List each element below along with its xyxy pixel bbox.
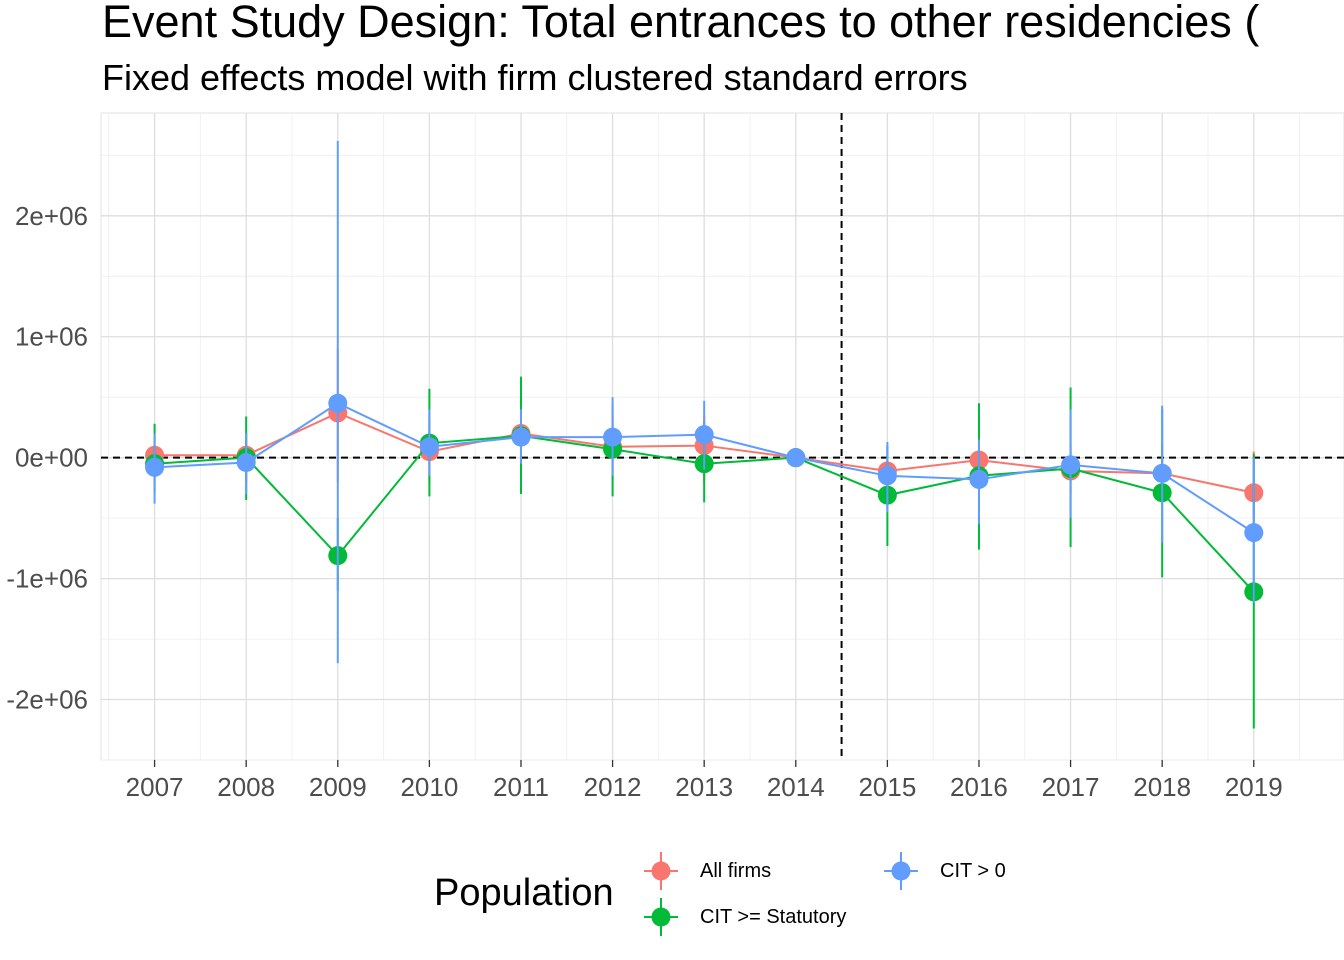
data-point	[877, 466, 897, 486]
x-tick-label: 2013	[675, 772, 733, 802]
x-tick-label: 2017	[1042, 772, 1100, 802]
y-tick-label: -2e+06	[6, 685, 88, 715]
x-tick-label: 2010	[400, 772, 458, 802]
chart-title: Event Study Design: Total entrances to o…	[102, 0, 1260, 47]
legend-label-cit-statutory: CIT >= Statutory	[700, 906, 847, 928]
grid-lines	[100, 112, 1344, 761]
data-point	[328, 393, 348, 413]
event-study-plot: 2007 2008 2009 2010 2011 2012 2013 2014 2015 2016…	[6, 112, 1344, 802]
data-point	[603, 427, 623, 447]
data-point	[1152, 463, 1172, 483]
x-tick-label: 2012	[584, 772, 642, 802]
y-tick-label: -1e+06	[6, 564, 88, 594]
x-axis: 2007 2008 2009 2010 2011 2012 2013 2014 2015 2016…	[126, 760, 1283, 802]
x-tick-label: 2018	[1133, 772, 1191, 802]
data-point	[969, 469, 989, 489]
x-tick-label: 2007	[126, 772, 184, 802]
data-point	[236, 453, 256, 473]
y-tick-label: 2e+06	[15, 201, 88, 231]
legend-key-cit-statutory	[644, 898, 678, 936]
series-2	[145, 140, 1264, 664]
x-tick-label: 2019	[1225, 772, 1283, 802]
x-tick-label: 2008	[217, 772, 275, 802]
legend-title: Population	[434, 872, 614, 914]
legend: Population All firms CIT > 0 CIT >= Stat…	[434, 846, 1074, 946]
legend-key-all-firms	[644, 852, 678, 890]
data-series	[145, 140, 1264, 729]
x-tick-label: 2011	[493, 772, 549, 802]
data-point	[694, 425, 714, 445]
legend-key-cit-positive	[884, 852, 918, 890]
data-point	[511, 427, 531, 447]
reference-lines	[101, 113, 1344, 760]
legend-label-cit-positive: CIT > 0	[940, 860, 1006, 882]
y-tick-label: 0e+00	[15, 443, 88, 473]
x-tick-label: 2009	[309, 772, 367, 802]
x-tick-label: 2016	[950, 772, 1008, 802]
data-point	[419, 437, 439, 457]
y-tick-label: 1e+06	[15, 322, 88, 352]
data-point	[786, 448, 806, 468]
data-point	[1244, 523, 1264, 543]
data-point	[1061, 455, 1081, 475]
chart-subtitle: Fixed effects model with firm clustered …	[102, 57, 968, 98]
y-axis: -2e+06 -1e+06 0e+00 1e+06 2e+06	[6, 201, 88, 715]
legend-label-all-firms: All firms	[700, 860, 772, 882]
x-tick-label: 2014	[767, 772, 825, 802]
data-point	[145, 457, 165, 477]
x-tick-label: 2015	[858, 772, 916, 802]
